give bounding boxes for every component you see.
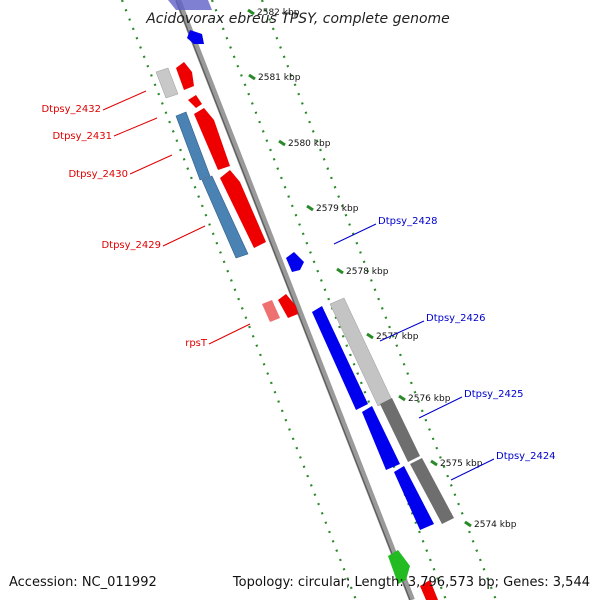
forward-cds-feature[interactable]: [194, 108, 230, 170]
forward-cds-feature[interactable]: [220, 170, 266, 248]
pseudo-feature[interactable]: [155, 67, 179, 99]
reverse-cds-feature[interactable]: [168, 0, 212, 10]
gene-label[interactable]: rpsT: [185, 338, 208, 349]
green-feature[interactable]: [388, 550, 410, 584]
tick-label: 2575 kbp: [440, 459, 483, 469]
tick-mark: [306, 204, 314, 212]
gene-label[interactable]: Dtpsy_2424: [496, 451, 556, 462]
pseudo-feature[interactable]: [262, 300, 280, 322]
gene-labels: Dtpsy_2432 Dtpsy_2431 Dtpsy_2430 Dtpsy_2429…: [41, 90, 556, 481]
gene-label[interactable]: Dtpsy_2430: [68, 169, 128, 180]
gray-feature[interactable]: [380, 398, 420, 462]
genome-backbone: [175, 0, 415, 600]
gene-label-leader-line: [113, 117, 158, 137]
tick-marks: [247, 8, 472, 528]
tick-label: 2577 kbp: [376, 332, 419, 342]
gene-label[interactable]: Dtpsy_2428: [378, 216, 438, 227]
gene-label[interactable]: Dtpsy_2425: [464, 389, 524, 400]
gene-label-leader-line: [162, 225, 206, 247]
reverse-cds-feature[interactable]: [286, 252, 304, 272]
gene-label-leader-line: [333, 223, 377, 245]
gene-label-leader-line: [450, 458, 495, 481]
gene-label[interactable]: Dtpsy_2432: [41, 104, 101, 115]
genome-backbone-edge: [175, 0, 411, 600]
tick-label: 2580 kbp: [288, 139, 331, 149]
tick-mark: [336, 267, 344, 275]
forward-cds-feature[interactable]: [420, 580, 438, 600]
gene-label-leader-line: [418, 396, 463, 419]
reverse-cds-feature[interactable]: [362, 406, 400, 470]
tick-label: 2578 kbp: [346, 267, 389, 277]
gene-label-leader-line: [102, 90, 147, 111]
chart-title: Acidovorax ebreus TPSY, complete genome: [145, 11, 450, 27]
rrna-feature[interactable]: [201, 175, 249, 259]
gene-label-leader-line: [379, 320, 425, 342]
tick-label: 2574 kbp: [474, 520, 517, 530]
reverse-cds-feature[interactable]: [187, 30, 204, 44]
tick-mark: [366, 332, 374, 340]
forward-cds-feature[interactable]: [188, 95, 202, 108]
gene-label[interactable]: Dtpsy_2426: [426, 313, 486, 324]
accession-text: Accession: NC_011992: [9, 575, 157, 590]
tick-labels: 2582 kbp 2581 kbp 2580 kbp 2579 kbp 2578 kbp…: [257, 8, 517, 530]
tick-label: 2582 kbp: [257, 8, 300, 18]
forward-cds-feature[interactable]: [278, 294, 298, 318]
gene-label[interactable]: Dtpsy_2429: [101, 240, 161, 251]
gene-label-leader-line: [129, 154, 173, 175]
gene-label-leader-line: [208, 323, 251, 345]
reverse-cds-feature[interactable]: [312, 306, 368, 410]
tick-mark: [278, 139, 286, 147]
rrna-feature[interactable]: [175, 111, 211, 181]
tick-mark: [248, 73, 256, 81]
tick-label: 2581 kbp: [258, 73, 301, 83]
right-guide-line: [210, 0, 448, 600]
tick-mark: [464, 520, 472, 528]
outer-left-guide-line: [120, 0, 358, 600]
tick-mark: [247, 8, 255, 16]
features: [155, 0, 454, 600]
gene-label[interactable]: Dtpsy_2431: [52, 131, 112, 142]
tick-mark: [398, 394, 406, 402]
tick-mark: [430, 459, 438, 467]
reverse-cds-feature[interactable]: [394, 466, 434, 530]
tick-label: 2576 kbp: [408, 394, 451, 404]
tick-label: 2579 kbp: [316, 204, 359, 214]
forward-cds-feature[interactable]: [176, 62, 194, 90]
gray-feature[interactable]: [410, 458, 454, 524]
topology-text: Topology: circular; Length: 3,796,573 bp…: [232, 575, 590, 590]
